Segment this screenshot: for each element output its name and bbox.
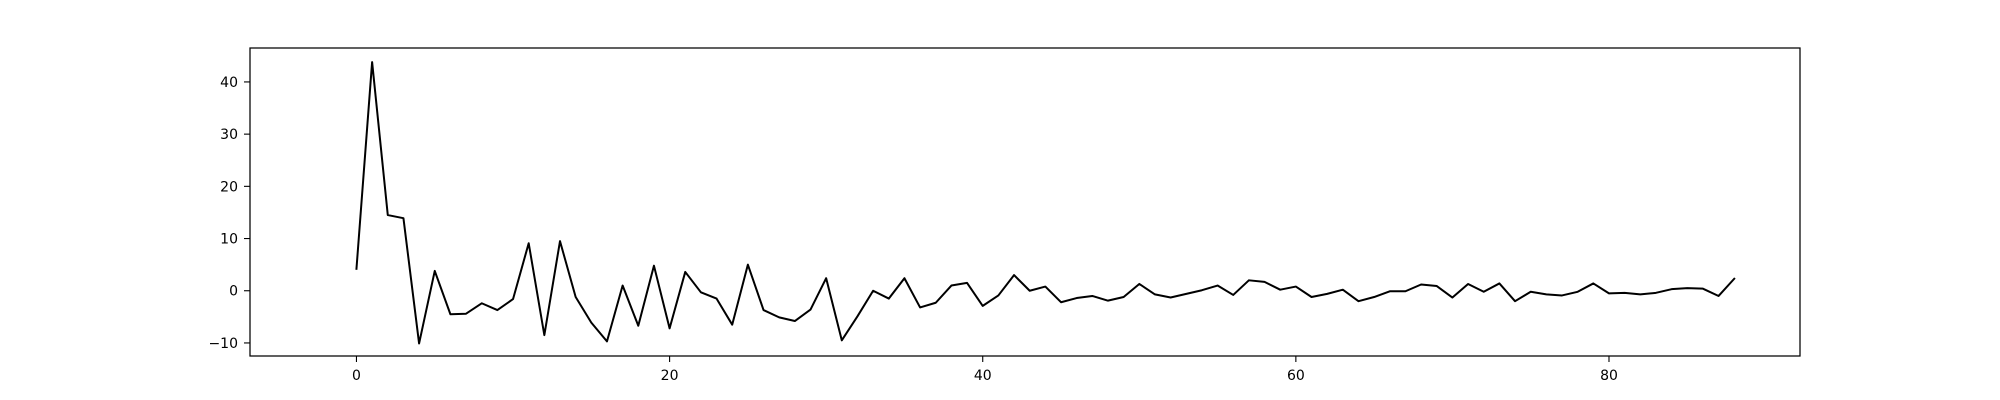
y-tick-label: 30 xyxy=(220,127,238,143)
x-tick-label: 0 xyxy=(352,368,361,384)
axis-ticks: 0 20 40 60 80 −10 0 10 20 30 40 xyxy=(208,75,1617,384)
y-tick-label: −10 xyxy=(208,336,238,352)
y-tick-label: 0 xyxy=(229,284,238,300)
plot-frame xyxy=(249,47,1801,357)
y-tick-label: 10 xyxy=(220,232,238,248)
plot-area xyxy=(355,61,1736,345)
y-tick-label: 40 xyxy=(220,75,238,91)
series-line xyxy=(355,61,1736,345)
y-tick-label: 20 xyxy=(220,179,238,195)
x-tick-label: 40 xyxy=(974,368,992,384)
x-tick-label: 60 xyxy=(1287,368,1305,384)
x-tick-label: 20 xyxy=(661,368,679,384)
x-tick-label: 80 xyxy=(1600,368,1618,384)
